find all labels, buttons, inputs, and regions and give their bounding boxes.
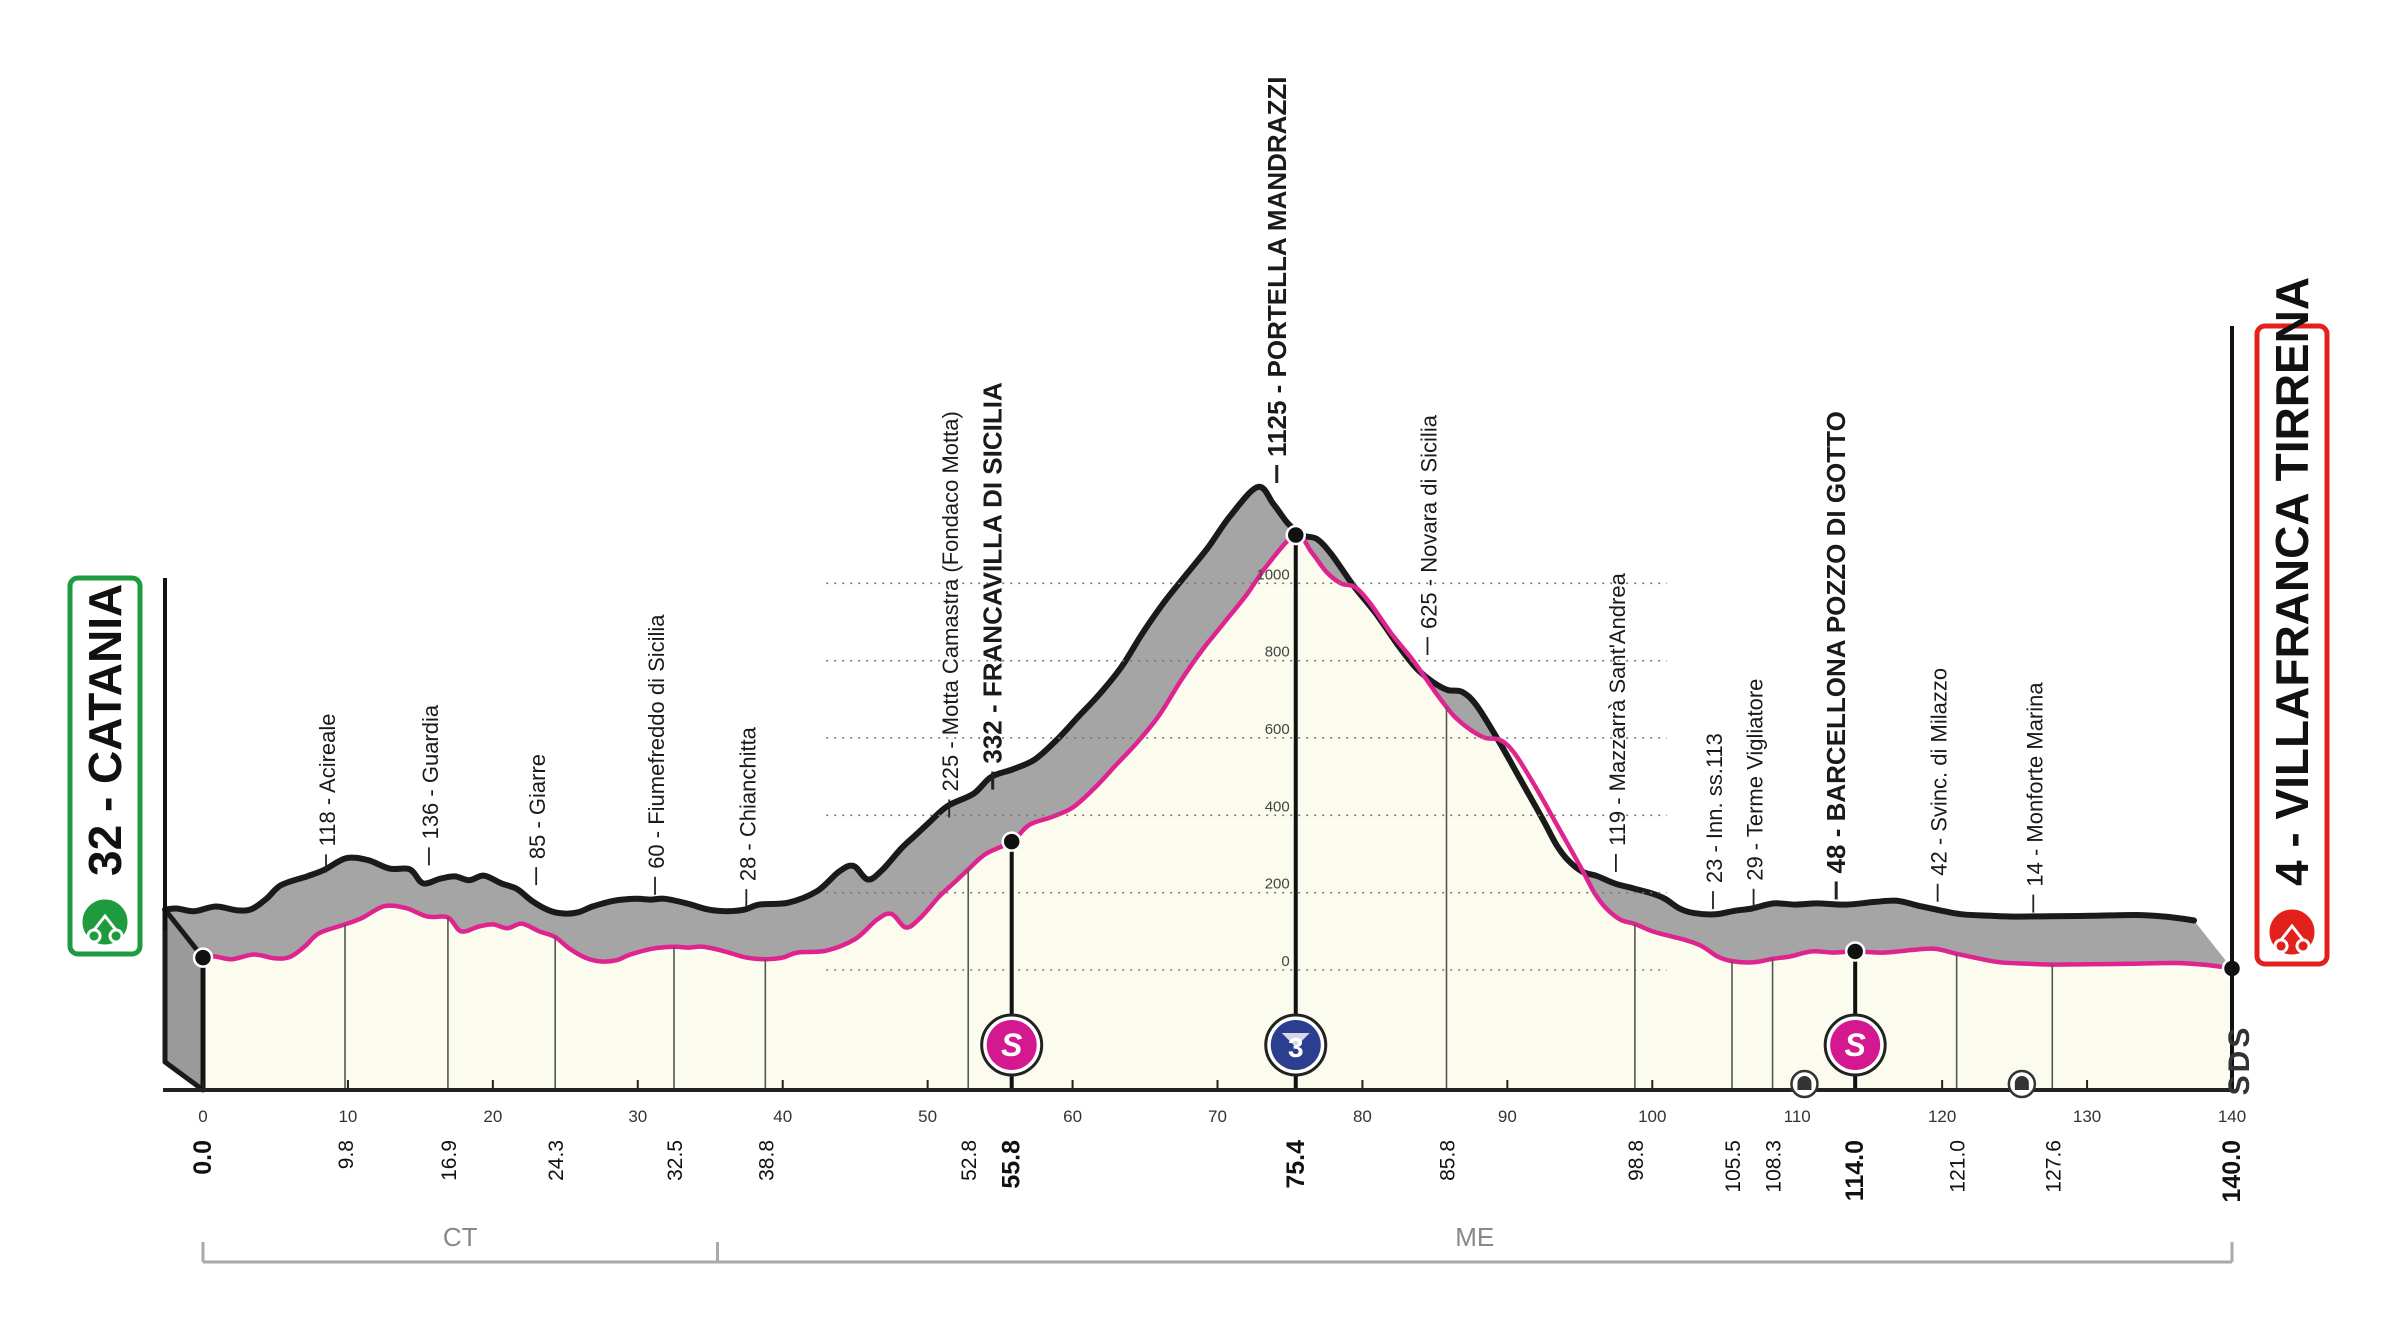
distance-label-55.8: 55.8	[998, 1140, 1026, 1189]
x-tick-label-80: 80	[1353, 1107, 1372, 1126]
place-label: 14 - Monforte Marina	[2022, 682, 2047, 887]
start-flag-frame	[67, 575, 143, 957]
tunnel-icon-arch	[2014, 1076, 2029, 1090]
place-label: 119 - Mazzarrà Sant'Andrea	[1605, 572, 1630, 846]
vertical-markers	[201, 534, 2234, 1090]
kom-icon: 3	[1264, 1013, 1328, 1077]
start-finish-flags: 32 - CATANIA 4 - VILLAFRANCA TIRRENA SDS	[67, 277, 2330, 1096]
place-label: 28 - Chianchitta	[735, 726, 760, 881]
place-label: 225 - Motta Camastra (Fondaco Motta)	[938, 411, 963, 791]
place-label: 118 - Acireale	[315, 713, 340, 846]
sprint-icon: S	[1823, 1013, 1887, 1077]
y-tick-label-600: 600	[1265, 721, 1290, 738]
finish-flag-cyclist-icon	[2266, 906, 2318, 958]
x-tick-label-100: 100	[1638, 1107, 1666, 1126]
profile-top-band	[165, 486, 2232, 969]
x-tick-label-30: 30	[628, 1107, 647, 1126]
tunnel-icon	[2007, 1069, 2037, 1099]
profile-layer	[162, 483, 2233, 1093]
place-label: 1125 - PORTELLA MANDRAZZI	[1262, 77, 1292, 457]
kom-icon-symbol: 3	[1288, 1032, 1304, 1063]
kom-dot-0	[1285, 524, 1307, 546]
y-tick-label-800: 800	[1265, 644, 1290, 661]
grid-layer: 0 200 400 600 800 1000	[826, 566, 1667, 971]
start-flag-cyclist-icon	[79, 896, 131, 948]
sprint-icon-symbol: S	[1845, 1027, 1867, 1063]
place-label: 332 - FRANCAVILLA DI SICILIA	[978, 382, 1008, 764]
distance-label-38.8: 38.8	[755, 1140, 778, 1181]
province-label-CT: CT	[443, 1222, 478, 1252]
start-flag: 32 - CATANIA	[67, 575, 143, 957]
distance-label-16.9: 16.9	[438, 1140, 461, 1181]
distance-label-75.4: 75.4	[1282, 1140, 1310, 1189]
distance-label-0.0: 0.0	[189, 1140, 217, 1175]
x-axis: 0 10 20 30 40 50 60 70 80 90 100 110 120 130 140 0.0 9.8…	[163, 1080, 2246, 1203]
x-tick-label-60: 60	[1063, 1107, 1082, 1126]
sds-logo: SDS	[2223, 1025, 2256, 1096]
x-tick-label-10: 10	[338, 1107, 357, 1126]
province-bar: CT ME	[201, 1222, 2234, 1264]
distance-label-121.0: 121.0	[1947, 1140, 1970, 1193]
sprint-icon-fill	[1830, 1020, 1881, 1070]
kom-icon-triangle	[1281, 1033, 1310, 1047]
x-tick-label-110: 110	[1784, 1107, 1811, 1126]
x-tick-label-70: 70	[1208, 1107, 1227, 1126]
place-label: 48 - BARCELLONA POZZO DI GOTTO	[1821, 411, 1851, 873]
place-label: 42 - Svinc. di Milazzo	[1927, 668, 1952, 876]
sprint-icon-symbol: S	[1001, 1027, 1023, 1063]
place-label: 85 - Giarre	[525, 754, 550, 859]
distance-label-52.8: 52.8	[958, 1140, 981, 1181]
distance-label-105.5: 105.5	[1722, 1140, 1745, 1193]
profile-pink-line	[202, 532, 2233, 971]
province-label-ME: ME	[1455, 1222, 1494, 1252]
x-tick-label-20: 20	[483, 1107, 502, 1126]
finish-flag-bike-glyph	[2273, 923, 2311, 954]
y-tick-label-0: 0	[1281, 953, 1289, 970]
finish-flag-frame	[2254, 323, 2330, 967]
place-label: 23 - Inn. ss.113	[1702, 733, 1727, 883]
x-tick-label-40: 40	[773, 1107, 792, 1126]
distance-label-24.3: 24.3	[545, 1140, 568, 1181]
start-dot	[192, 947, 214, 968]
finish-flag: 4 - VILLAFRANCA TIRRENA	[2254, 277, 2330, 967]
y-tick-label-400: 400	[1265, 798, 1290, 815]
start-flag-bike-glyph	[86, 913, 124, 944]
x-tick-label-0: 0	[198, 1107, 207, 1126]
place-label: 625 - Novara di Sicilia	[1416, 414, 1441, 629]
y-tick-label-200: 200	[1265, 876, 1290, 893]
distance-label-114.0: 114.0	[1841, 1140, 1869, 1201]
place-label: 29 - Terme Vigliatore	[1743, 679, 1768, 881]
tunnel-icon	[1790, 1069, 1819, 1099]
distance-label-108.3: 108.3	[1763, 1140, 1786, 1193]
x-tick-label-50: 50	[918, 1107, 937, 1126]
distance-label-9.8: 9.8	[335, 1140, 358, 1169]
tunnel-icon-arch	[1797, 1076, 1812, 1090]
place-label: 136 - Guardia	[418, 704, 443, 839]
start-flag-label: 32 - CATANIA	[79, 584, 131, 876]
distance-label-127.6: 127.6	[2042, 1140, 2065, 1193]
x-tick-label-120: 120	[1928, 1107, 1956, 1126]
distance-label-32.5: 32.5	[664, 1140, 687, 1181]
sprint-icon-fill	[986, 1020, 1037, 1070]
place-label: 60 - Fiumefreddo di Sicilia	[644, 614, 669, 869]
profile-front-face	[203, 534, 2232, 1090]
x-tick-label-130: 130	[2073, 1107, 2101, 1126]
place-labels: 118 - Acireale 136 - Guardia 85 - Giarre 60…	[315, 77, 2047, 913]
x-tick-label-90: 90	[1498, 1107, 1517, 1126]
sprint-dot-0	[1001, 831, 1022, 852]
y-tick-label-1000: 1000	[1256, 566, 1289, 583]
distance-label-85.8: 85.8	[1436, 1140, 1459, 1181]
distance-label-140.0: 140.0	[2218, 1140, 2246, 1203]
sprint-icon: S	[980, 1013, 1044, 1077]
sprint-dot-1	[1844, 941, 1866, 962]
icons-layer: S S 3	[192, 524, 2243, 1099]
distance-label-98.8: 98.8	[1625, 1140, 1648, 1181]
sds-logo-text: SDS	[2223, 1025, 2256, 1096]
x-tick-label-140: 140	[2218, 1107, 2246, 1126]
finish-flag-label: 4 - VILLAFRANCA TIRRENA	[2266, 277, 2318, 886]
profile-ridge-outline	[162, 483, 2197, 924]
